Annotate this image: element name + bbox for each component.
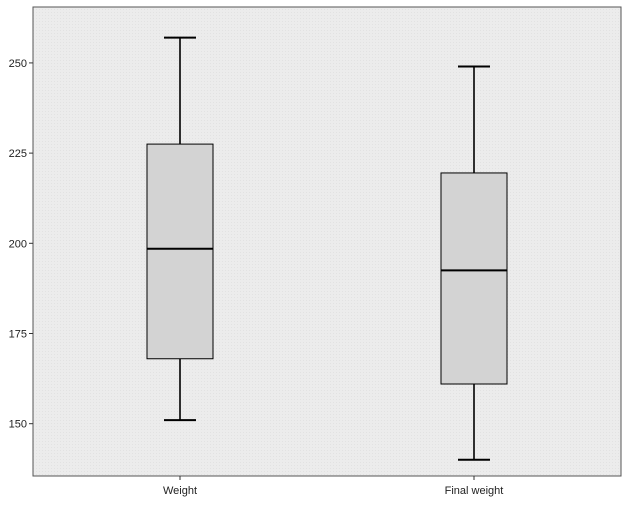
y-tick-label-225: 225 xyxy=(9,148,27,160)
y-axis: 150 175 200 225 250 xyxy=(9,58,33,431)
plot-area xyxy=(32,6,622,477)
x-axis: Weight Final weight xyxy=(163,476,503,497)
x-tick-label-final-weight: Final weight xyxy=(445,485,504,497)
y-tick-label-175: 175 xyxy=(9,328,27,340)
y-tick-label-150: 150 xyxy=(9,419,27,431)
box-iqr-weight xyxy=(146,143,214,360)
x-tick-label-weight: Weight xyxy=(163,485,197,497)
y-tick-label-200: 200 xyxy=(9,238,27,250)
box-weight xyxy=(146,36,214,422)
box-iqr-final-weight xyxy=(440,172,508,385)
boxes-group xyxy=(146,36,508,461)
box-final-weight xyxy=(440,65,508,461)
y-tick-label-250: 250 xyxy=(9,58,27,70)
